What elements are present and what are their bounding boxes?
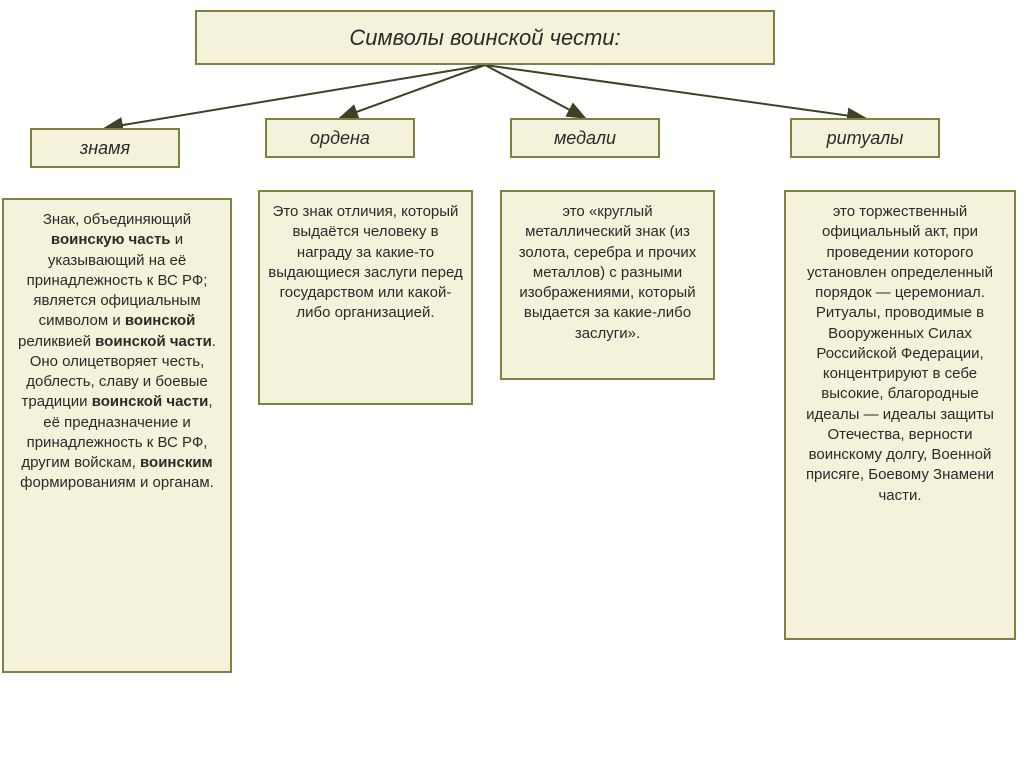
description-box-0: Знак, объединяющий воинскую часть и указ… — [2, 198, 232, 673]
description-box-2: это «круглый металлический знак (из золо… — [500, 190, 715, 380]
description-box-3: это торжественный официальный акт, при п… — [784, 190, 1016, 640]
arrow-2 — [485, 65, 585, 118]
category-label: медали — [554, 128, 616, 149]
category-label: знамя — [80, 138, 130, 159]
category-label: ритуалы — [827, 128, 904, 149]
category-label: ордена — [310, 128, 370, 149]
category-box-3: ритуалы — [790, 118, 940, 158]
arrow-1 — [340, 65, 485, 118]
title-text: Символы воинской чести: — [349, 25, 620, 51]
category-box-0: знамя — [30, 128, 180, 168]
description-box-1: Это знак отличия, который выдаётся челов… — [258, 190, 473, 405]
title-box: Символы воинской чести: — [195, 10, 775, 65]
category-box-2: медали — [510, 118, 660, 158]
category-box-1: ордена — [265, 118, 415, 158]
arrow-3 — [485, 65, 865, 118]
